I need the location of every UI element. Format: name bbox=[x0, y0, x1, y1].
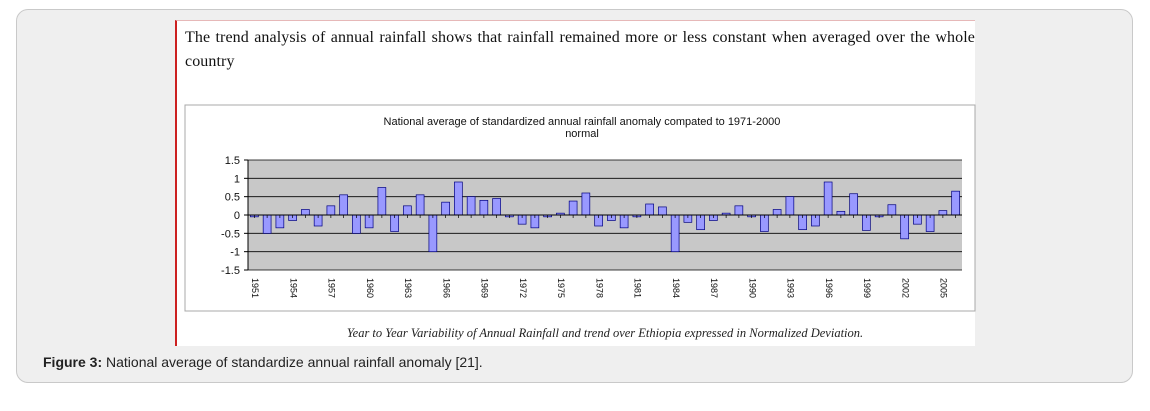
bar bbox=[466, 196, 476, 216]
bar bbox=[454, 181, 463, 216]
bar bbox=[301, 209, 310, 216]
x-tick-label: 1969 bbox=[480, 278, 490, 298]
x-tick-label: 1978 bbox=[594, 278, 604, 298]
bar bbox=[492, 198, 501, 216]
figure-caption-label: Figure 3: bbox=[43, 354, 103, 370]
x-tick-label: 1993 bbox=[786, 278, 796, 298]
x-tick-label: 1966 bbox=[441, 278, 451, 298]
bar bbox=[887, 204, 897, 216]
y-tick-label: 0 bbox=[234, 210, 240, 222]
image-caption: Year to Year Variability of Annual Rainf… bbox=[346, 326, 864, 340]
x-tick-label: 1951 bbox=[250, 278, 260, 298]
bar bbox=[772, 209, 782, 216]
x-tick-label: 1954 bbox=[288, 278, 298, 298]
y-tick-label: 1 bbox=[234, 173, 240, 185]
bar bbox=[823, 181, 833, 216]
bar bbox=[951, 190, 960, 216]
bar bbox=[785, 196, 795, 216]
bar bbox=[326, 205, 336, 216]
y-tick-label: -1.5 bbox=[221, 265, 240, 277]
x-tick-label: 1972 bbox=[518, 278, 528, 298]
bar bbox=[415, 194, 425, 216]
x-tick-label: 1981 bbox=[633, 278, 643, 298]
x-tick-label: 2002 bbox=[900, 278, 910, 298]
bar bbox=[568, 200, 578, 216]
bar bbox=[849, 193, 858, 216]
figure-caption-text: National average of standardize annual r… bbox=[102, 354, 483, 370]
x-tick-label: 1957 bbox=[327, 278, 337, 298]
bar bbox=[403, 205, 412, 216]
bar bbox=[339, 194, 348, 216]
bar bbox=[734, 205, 744, 216]
figure-caption: Figure 3: National average of standardiz… bbox=[43, 354, 483, 370]
bar bbox=[658, 206, 667, 216]
bar bbox=[900, 214, 909, 240]
x-tick-label: 1975 bbox=[556, 278, 566, 298]
x-tick-label: 1999 bbox=[862, 278, 872, 298]
x-tick-label: 1987 bbox=[709, 278, 719, 298]
bar bbox=[670, 214, 680, 253]
x-tick-label: 1996 bbox=[824, 278, 834, 298]
y-tick-label: -1 bbox=[230, 247, 240, 259]
bar bbox=[938, 210, 948, 216]
chart-title-line-2: normal bbox=[565, 128, 599, 140]
y-tick-label: -0.5 bbox=[221, 228, 240, 240]
chart-title-line-1: National average of standardized annual … bbox=[384, 116, 781, 128]
x-tick-label: 2005 bbox=[939, 278, 949, 298]
bar bbox=[836, 210, 846, 216]
bar bbox=[581, 192, 591, 216]
bar bbox=[441, 201, 450, 216]
bar bbox=[645, 203, 654, 216]
y-tick-label: 0.5 bbox=[225, 192, 240, 204]
x-tick-label: 1990 bbox=[747, 278, 757, 298]
bar bbox=[428, 214, 438, 253]
x-tick-label: 1984 bbox=[671, 278, 681, 298]
bar bbox=[377, 187, 387, 216]
x-tick-label: 1963 bbox=[403, 278, 413, 298]
intro-text: The trend analysis of annual rainfall sh… bbox=[185, 29, 975, 70]
bar bbox=[479, 199, 489, 216]
x-tick-label: 1960 bbox=[365, 278, 375, 298]
y-tick-label: 1.5 bbox=[225, 155, 240, 167]
